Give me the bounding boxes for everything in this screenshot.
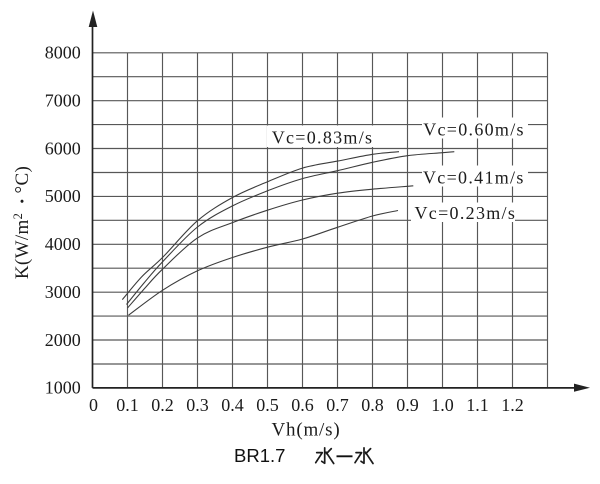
svg-text:4000: 4000 xyxy=(45,234,81,254)
svg-text:0.1: 0.1 xyxy=(116,395,139,415)
svg-text:1000: 1000 xyxy=(45,378,81,398)
svg-text:3000: 3000 xyxy=(45,282,81,302)
svg-text:1.2: 1.2 xyxy=(501,395,524,415)
svg-text:0.2: 0.2 xyxy=(151,395,174,415)
svg-text:0.6: 0.6 xyxy=(291,395,314,415)
svg-text:5000: 5000 xyxy=(45,186,81,206)
svg-text:Vc=0.60m/s: Vc=0.60m/s xyxy=(423,120,525,140)
svg-text:7000: 7000 xyxy=(45,91,81,111)
svg-text:0.9: 0.9 xyxy=(396,395,419,415)
svg-text:BR1.7: BR1.7 xyxy=(234,445,285,466)
svg-text:8000: 8000 xyxy=(45,43,81,63)
svg-text:Vc=0.83m/s: Vc=0.83m/s xyxy=(272,127,374,147)
svg-text:1.0: 1.0 xyxy=(431,395,454,415)
svg-text:0.5: 0.5 xyxy=(256,395,279,415)
svg-text:1.1: 1.1 xyxy=(466,395,489,415)
svg-text:0.3: 0.3 xyxy=(186,395,209,415)
svg-text:6000: 6000 xyxy=(45,138,81,158)
svg-text:0.7: 0.7 xyxy=(326,395,349,415)
svg-text:Vc=0.41m/s: Vc=0.41m/s xyxy=(423,168,525,188)
svg-text:0.4: 0.4 xyxy=(221,395,244,415)
svg-text:2000: 2000 xyxy=(45,330,81,350)
svg-text:Vh(m/s): Vh(m/s) xyxy=(272,420,341,441)
svg-text:K(W/m2 • °C): K(W/m2 • °C) xyxy=(11,166,33,279)
svg-text:0.8: 0.8 xyxy=(361,395,384,415)
svg-text:0: 0 xyxy=(89,395,98,415)
svg-text:Vc=0.23m/s: Vc=0.23m/s xyxy=(415,203,517,223)
